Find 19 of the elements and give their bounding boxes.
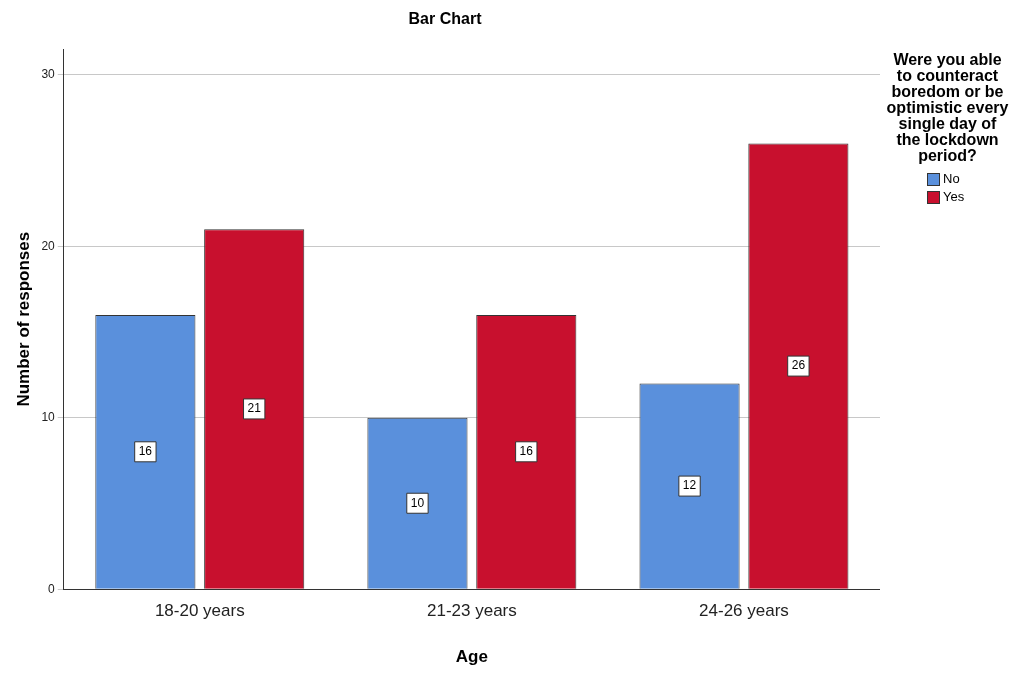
legend-label: Yes [943, 188, 965, 206]
legend-title: Were you able to counteract boredom or be optimistic every single day of the lockdown period? [885, 51, 1010, 164]
data-label: 16 [519, 444, 534, 459]
data-label: 16 [138, 444, 153, 459]
legend-label: No [943, 170, 960, 188]
chart-title: Bar Chart [408, 10, 483, 28]
data-label: 12 [682, 478, 697, 493]
x-axis-title: Age [455, 647, 488, 667]
x-tick-label: 21-23 years [426, 601, 517, 621]
x-tick-label: 18-20 years [154, 601, 245, 621]
y-tick-label: 20 [41, 238, 56, 253]
y-axis-title: Number of responses [13, 231, 33, 407]
x-tick-label: 24-26 years [699, 601, 789, 621]
data-label: 26 [791, 358, 806, 373]
data-label: 10 [410, 495, 425, 510]
y-tick-label: 30 [41, 67, 56, 82]
y-tick-label: 10 [41, 410, 56, 425]
data-label: 21 [247, 401, 262, 416]
y-tick-label: 0 [48, 581, 56, 596]
